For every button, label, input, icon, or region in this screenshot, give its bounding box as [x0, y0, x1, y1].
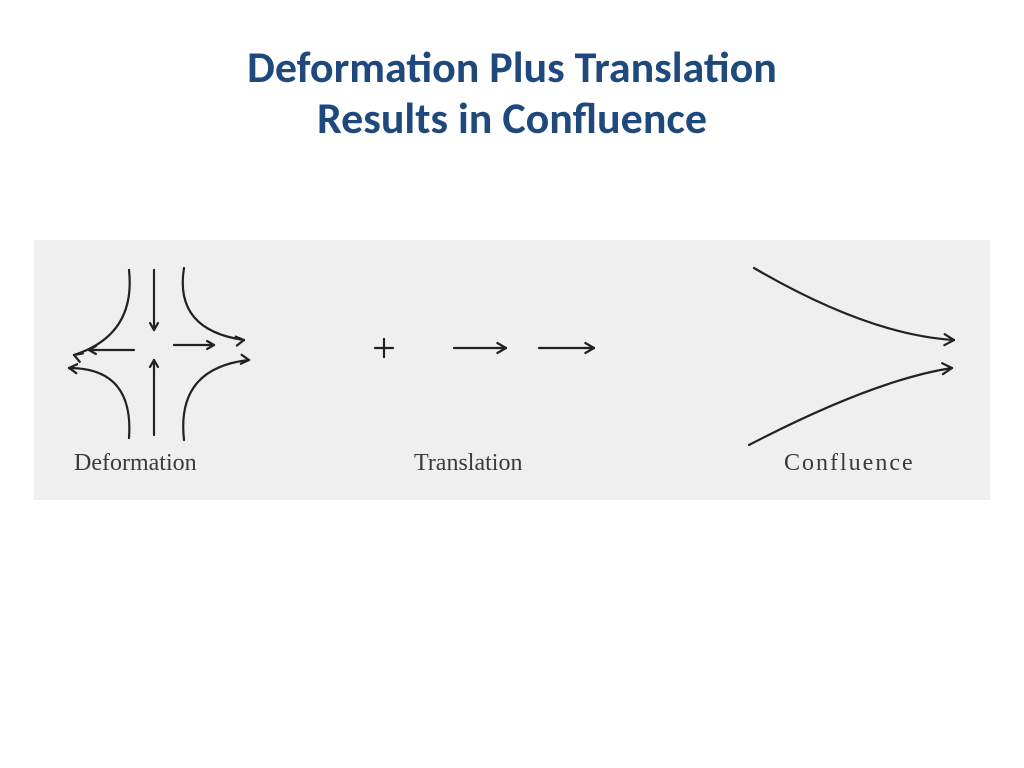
deformation-label: Deformation	[74, 450, 197, 477]
translation-label: Translation	[414, 450, 522, 477]
title-line-1: Deformation Plus Translation	[0, 42, 1024, 93]
title-line-2: Results in Confluence	[0, 93, 1024, 144]
slide-title: Deformation Plus Translation Results in …	[0, 0, 1024, 143]
slide: Deformation Plus Translation Results in …	[0, 0, 1024, 768]
diagram: Deformation Translation Confluence	[34, 240, 990, 500]
confluence-label: Confluence	[784, 450, 915, 477]
